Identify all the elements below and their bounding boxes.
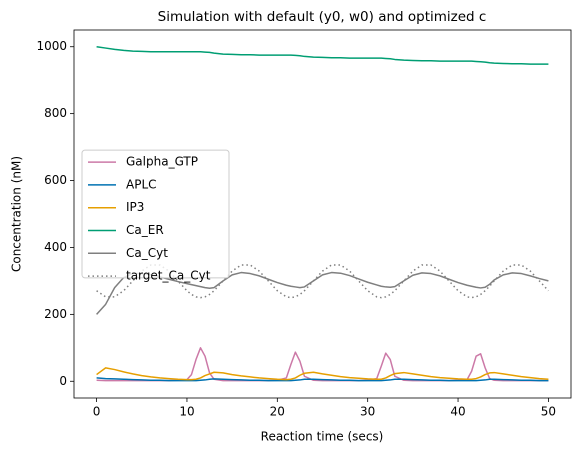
chart-title: Simulation with default (y0, w0) and opt… <box>158 9 487 25</box>
x-tick-label: 50 <box>541 405 556 419</box>
series-line <box>96 271 549 315</box>
x-axis-label: Reaction time (secs) <box>261 430 384 444</box>
legend-label: Galpha_GTP <box>126 155 198 169</box>
y-tick-label: 200 <box>44 307 67 321</box>
y-tick-label: 0 <box>59 374 67 388</box>
y-tick-label: 1000 <box>36 39 67 53</box>
x-tick-label: 10 <box>179 405 194 419</box>
y-tick-label: 800 <box>44 106 67 120</box>
y-tick-label: 600 <box>44 173 67 187</box>
series-line <box>96 45 549 65</box>
legend-label: IP3 <box>126 200 144 214</box>
legend-label: Ca_ER <box>126 223 164 237</box>
legend-label: APLC <box>126 177 157 191</box>
x-tick-label: 0 <box>93 405 101 419</box>
legend-label: target_Ca_Cyt <box>126 269 211 283</box>
series-line <box>96 367 549 381</box>
series-line <box>96 377 549 382</box>
legend-label: Ca_Cyt <box>126 246 168 260</box>
plot-frame <box>73 29 572 399</box>
legend-box <box>81 149 230 279</box>
series-line <box>96 264 549 299</box>
x-tick-label: 40 <box>450 405 465 419</box>
legend: Galpha_GTP APLC IP3 Ca_ER Ca_Cyt target_Ca_Cy… <box>81 149 230 283</box>
x-tick-label: 20 <box>270 405 285 419</box>
x-tick-label: 30 <box>360 405 375 419</box>
y-tick-label: 400 <box>44 240 67 254</box>
y-axis-label: Concentration (nM) <box>10 156 24 272</box>
series-line <box>96 347 549 382</box>
